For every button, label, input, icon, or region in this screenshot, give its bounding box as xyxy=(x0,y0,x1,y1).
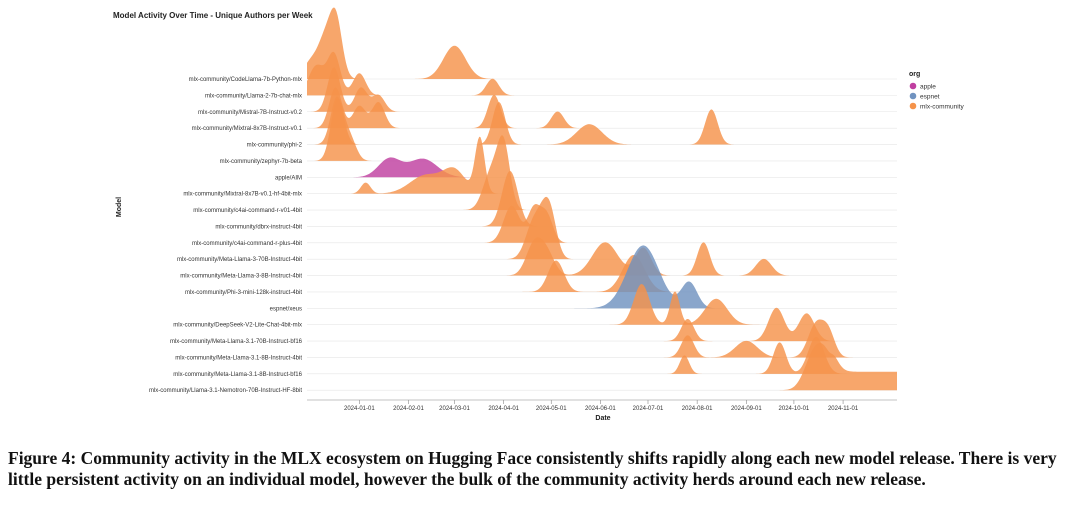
x-tick-label: 2024-06-01 xyxy=(585,406,616,412)
legend-swatch-mlx-community xyxy=(909,102,917,110)
ridge-area xyxy=(307,170,897,227)
x-tick-label: 2024-10-01 xyxy=(779,406,810,412)
row-label: mlx-community/Mixtral-8x7B-v0.1-hf-4bit-… xyxy=(183,192,302,198)
legend: org apple espnet mlx-community xyxy=(909,71,964,111)
row-label: mlx-community/Meta-Llama-3-8B-Instruct-4… xyxy=(180,274,302,280)
ridge-area xyxy=(307,342,897,391)
x-tick-label: 2024-04-01 xyxy=(488,406,519,412)
x-axis: 2024-01-01 2024-02-01 2024-03-01 2024-04-01… xyxy=(307,399,897,412)
row-label: mlx-community/dbrx-instruct-4bit xyxy=(215,224,302,230)
legend-swatch-espnet xyxy=(909,92,917,100)
x-tick-label: 2024-07-01 xyxy=(633,406,664,412)
ridge-area xyxy=(307,67,897,112)
row-label: mlx-community/Mixtral-8x7B-Instruct-v0.1 xyxy=(192,126,303,132)
row-label: mlx-community/Llama-2-7b-chat-mlx xyxy=(205,93,302,99)
row-label: mlx-community/c4ai-command-r-plus-4bit xyxy=(192,241,302,247)
ridge-area xyxy=(307,157,897,178)
x-tick-label: 2024-09-01 xyxy=(731,406,762,412)
row-label: apple/AIM xyxy=(275,175,302,181)
ridge-areas xyxy=(307,7,897,391)
row-label: mlx-community/Phi-3-mini-128k-instruct-4… xyxy=(185,290,302,296)
row-label: mlx-community/Meta-Llama-3-70B-Instruct-… xyxy=(177,257,302,263)
ridge-area xyxy=(307,237,897,276)
row-label: espnet/xeus xyxy=(270,306,302,312)
row-label: mlx-community/DeepSeek-V2-Lite-Chat-4bit… xyxy=(173,323,302,329)
x-tick-label: 2024-05-01 xyxy=(536,406,567,412)
figure-caption: Figure 4: Community activity in the MLX … xyxy=(8,448,1057,489)
row-label: mlx-community/Mistral-7B-Instruct-v0.2 xyxy=(198,110,303,116)
legend-label-espnet: espnet xyxy=(920,94,940,101)
legend-title: org xyxy=(909,71,920,78)
ridge-area xyxy=(307,87,897,129)
ridge-area xyxy=(307,51,897,96)
ridge-area xyxy=(307,7,897,79)
row-label: mlx-community/phi-2 xyxy=(247,143,303,149)
ridge-area xyxy=(307,307,897,342)
ridge-area xyxy=(307,136,897,194)
legend-swatch-apple xyxy=(909,82,917,90)
ridge-area xyxy=(307,98,897,161)
ridge-area xyxy=(307,319,897,358)
chart-title: Model Activity Over Time - Unique Author… xyxy=(113,11,313,20)
legend-label-apple: apple xyxy=(920,84,936,91)
row-label: mlx-community/Meta-Llama-3.1-70B-Instruc… xyxy=(170,339,303,345)
x-tick-label: 2024-02-01 xyxy=(393,406,424,412)
row-label: mlx-community/CodeLlama-7b-Python-mlx xyxy=(189,77,302,83)
ridgeline-chart: Model Activity Over Time - Unique Author… xyxy=(113,7,964,422)
row-label: mlx-community/Meta-Llama-3.1-8B-Instruct… xyxy=(173,372,302,378)
ridge-area xyxy=(307,96,897,145)
x-tick-label: 2024-03-01 xyxy=(439,406,470,412)
row-label: mlx-community/Meta-Llama-3.1-8B-Instruct… xyxy=(175,355,302,361)
row-labels: mlx-community/CodeLlama-7b-Python-mlx mlx… xyxy=(149,77,303,394)
y-axis-title: Model xyxy=(116,197,123,217)
row-label: mlx-community/zephyr-7b-beta xyxy=(220,159,303,165)
x-axis-title: Date xyxy=(595,415,610,422)
row-label: mlx-community/Llama-3.1-Nemotron-70B-Ins… xyxy=(149,388,302,394)
ridge-area xyxy=(307,336,897,374)
legend-label-mlx-community: mlx-community xyxy=(920,104,964,111)
x-tick-label: 2024-11-01 xyxy=(828,406,859,412)
x-tick-label: 2024-01-01 xyxy=(344,406,375,412)
x-tick-label: 2024-08-01 xyxy=(682,406,713,412)
row-label: mlx-community/c4ai-command-r-v01-4bit xyxy=(193,208,302,214)
